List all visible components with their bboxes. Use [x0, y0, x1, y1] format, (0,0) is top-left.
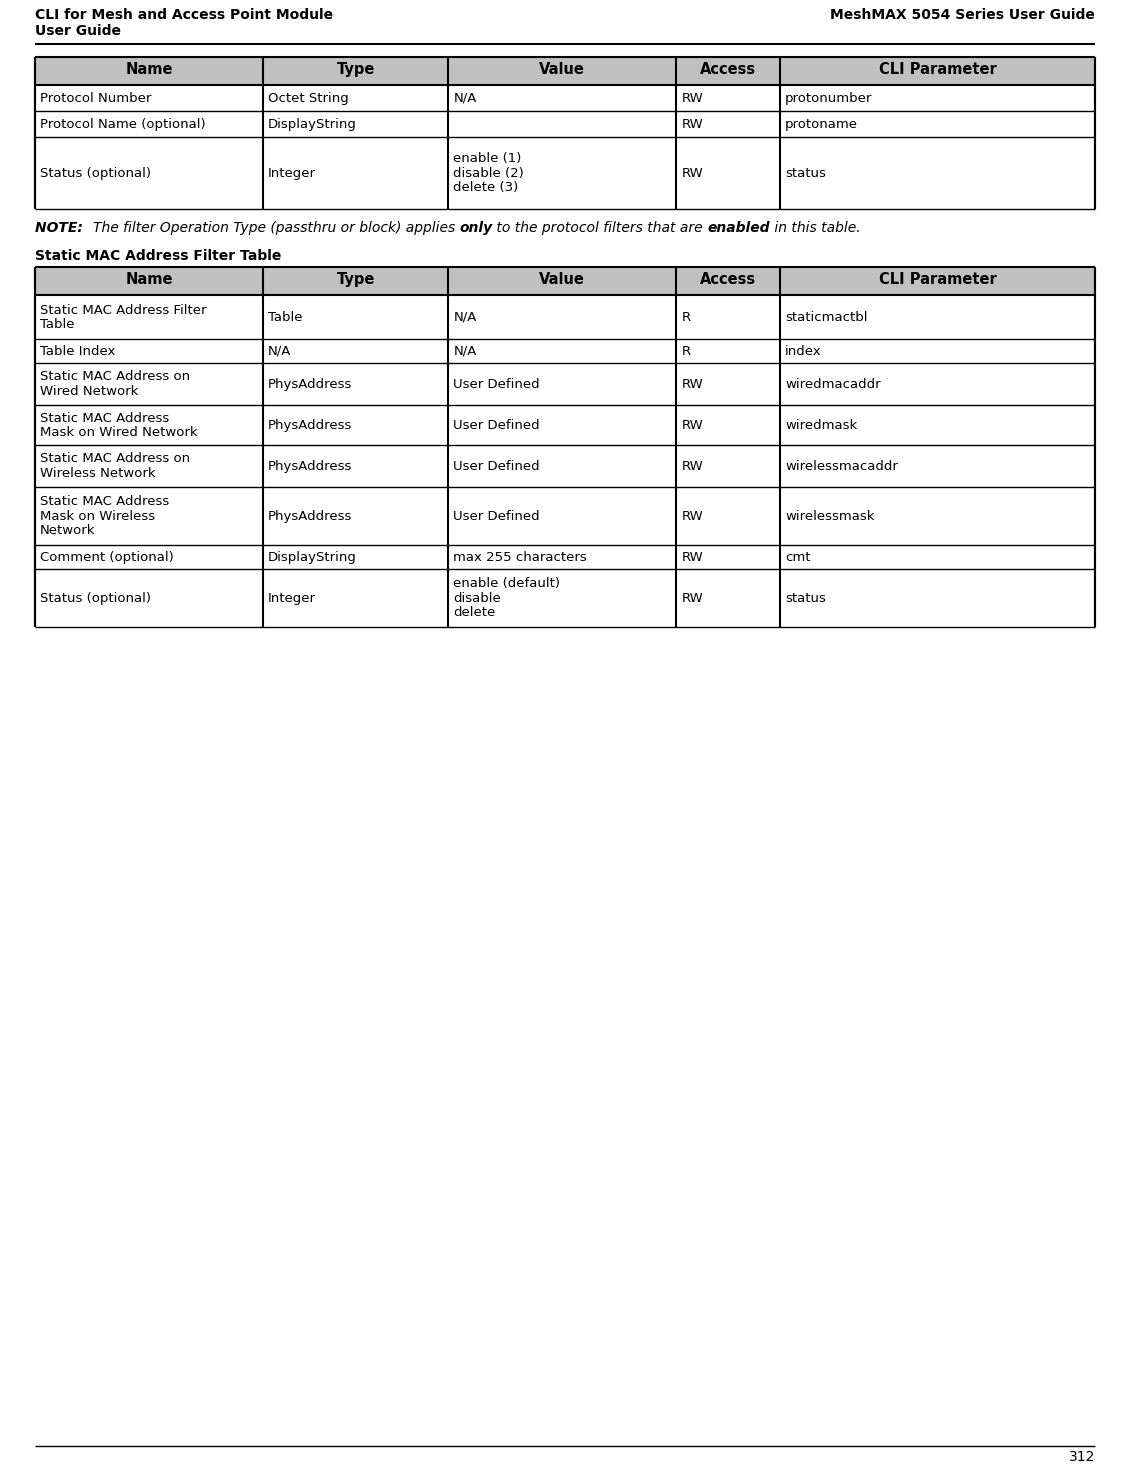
Text: Access: Access: [700, 272, 756, 288]
Text: PhysAddress: PhysAddress: [268, 418, 352, 432]
Text: enabled: enabled: [708, 222, 770, 235]
Text: Name: Name: [125, 272, 173, 288]
Text: CLI Parameter: CLI Parameter: [878, 272, 997, 288]
Bar: [35, 57, 1095, 85]
Text: Static MAC Address: Static MAC Address: [40, 411, 169, 424]
Text: Integer: Integer: [268, 167, 316, 179]
Text: N/A: N/A: [454, 311, 476, 324]
Text: User Defined: User Defined: [454, 418, 540, 432]
Text: Table Index: Table Index: [40, 345, 115, 358]
Text: Name: Name: [125, 62, 173, 76]
Text: Network: Network: [40, 524, 96, 537]
Text: N/A: N/A: [454, 91, 476, 104]
Text: enable (1): enable (1): [454, 153, 522, 166]
Text: R: R: [681, 345, 691, 358]
Text: PhysAddress: PhysAddress: [268, 459, 352, 473]
Text: Table: Table: [40, 319, 75, 330]
Text: Type: Type: [336, 272, 375, 288]
Text: delete: delete: [454, 606, 496, 619]
Text: protoname: protoname: [785, 117, 858, 131]
Text: Value: Value: [540, 272, 585, 288]
Text: in this table.: in this table.: [770, 222, 860, 235]
Text: NOTE:: NOTE:: [35, 222, 93, 235]
Text: RW: RW: [681, 459, 703, 473]
Text: staticmactbl: staticmactbl: [785, 311, 868, 324]
Text: to the protocol filters that are: to the protocol filters that are: [492, 222, 708, 235]
Text: cmt: cmt: [785, 550, 811, 564]
Text: PhysAddress: PhysAddress: [268, 509, 352, 523]
Text: wiredmacaddr: wiredmacaddr: [785, 377, 881, 390]
Text: max 255 characters: max 255 characters: [454, 550, 587, 564]
Text: RW: RW: [681, 592, 703, 605]
Text: RW: RW: [681, 91, 703, 104]
Text: The filter Operation Type (passthru or block) applies: The filter Operation Type (passthru or b…: [93, 222, 460, 235]
Text: MeshMAX 5054 Series User Guide: MeshMAX 5054 Series User Guide: [830, 7, 1095, 22]
Text: Mask on Wired Network: Mask on Wired Network: [40, 426, 198, 439]
Text: Protocol Number: Protocol Number: [40, 91, 151, 104]
Text: N/A: N/A: [454, 345, 476, 358]
Text: Static MAC Address: Static MAC Address: [40, 495, 169, 508]
Text: only: only: [460, 222, 492, 235]
Text: index: index: [785, 345, 822, 358]
Text: N/A: N/A: [268, 345, 291, 358]
Text: DisplayString: DisplayString: [268, 550, 357, 564]
Text: Static MAC Address on: Static MAC Address on: [40, 452, 190, 465]
Text: Comment (optional): Comment (optional): [40, 550, 174, 564]
Text: disable (2): disable (2): [454, 167, 524, 179]
Text: enable (default): enable (default): [454, 577, 560, 590]
Text: RW: RW: [681, 377, 703, 390]
Text: Protocol Name (optional): Protocol Name (optional): [40, 117, 205, 131]
Text: status: status: [785, 592, 826, 605]
Text: Access: Access: [700, 62, 756, 76]
Text: wiredmask: wiredmask: [785, 418, 857, 432]
Text: RW: RW: [681, 167, 703, 179]
Text: Wired Network: Wired Network: [40, 385, 139, 398]
Text: User Defined: User Defined: [454, 377, 540, 390]
Text: wirelessmask: wirelessmask: [785, 509, 875, 523]
Text: 312: 312: [1069, 1450, 1095, 1464]
Text: wirelessmacaddr: wirelessmacaddr: [785, 459, 898, 473]
Text: Wireless Network: Wireless Network: [40, 467, 156, 480]
Text: Table: Table: [268, 311, 303, 324]
Bar: [35, 267, 1095, 295]
Text: delete (3): delete (3): [454, 181, 518, 194]
Text: User Defined: User Defined: [454, 509, 540, 523]
Text: DisplayString: DisplayString: [268, 117, 357, 131]
Text: Type: Type: [336, 62, 375, 76]
Text: Static MAC Address Filter Table: Static MAC Address Filter Table: [35, 250, 281, 263]
Text: Mask on Wireless: Mask on Wireless: [40, 509, 155, 523]
Text: Status (optional): Status (optional): [40, 167, 151, 179]
Text: Value: Value: [540, 62, 585, 76]
Text: R: R: [681, 311, 691, 324]
Text: Static MAC Address Filter: Static MAC Address Filter: [40, 304, 207, 317]
Text: disable: disable: [454, 592, 501, 605]
Text: User Guide: User Guide: [35, 23, 121, 38]
Text: Static MAC Address on: Static MAC Address on: [40, 370, 190, 383]
Text: Status (optional): Status (optional): [40, 592, 151, 605]
Text: status: status: [785, 167, 826, 179]
Text: protonumber: protonumber: [785, 91, 873, 104]
Text: RW: RW: [681, 550, 703, 564]
Text: User Defined: User Defined: [454, 459, 540, 473]
Text: Octet String: Octet String: [268, 91, 349, 104]
Text: RW: RW: [681, 418, 703, 432]
Text: PhysAddress: PhysAddress: [268, 377, 352, 390]
Text: RW: RW: [681, 509, 703, 523]
Text: RW: RW: [681, 117, 703, 131]
Text: CLI for Mesh and Access Point Module: CLI for Mesh and Access Point Module: [35, 7, 333, 22]
Text: Integer: Integer: [268, 592, 316, 605]
Text: CLI Parameter: CLI Parameter: [878, 62, 997, 76]
